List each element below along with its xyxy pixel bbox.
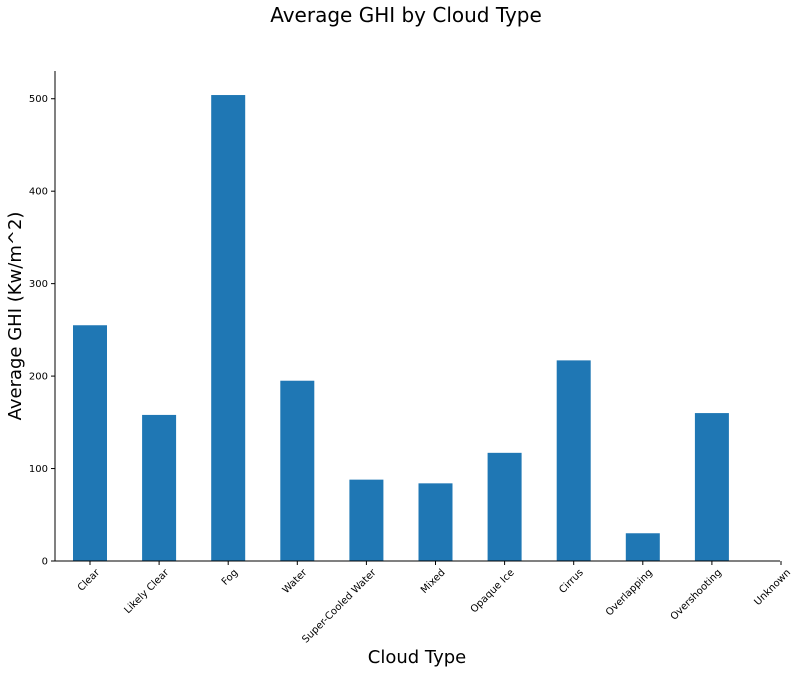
x-tick-label: Water: [281, 567, 310, 596]
bar-clear: [73, 325, 107, 561]
y-tick-label: 300: [29, 279, 48, 290]
x-tick-label: Mixed: [419, 567, 448, 596]
y-tick-label: 400: [29, 187, 48, 198]
y-axis-ticks: 0 100 200 300 400 500: [29, 94, 55, 568]
y-tick-label: 200: [29, 372, 48, 383]
bar-fog: [211, 95, 246, 561]
x-tick-label: Cirrus: [557, 567, 586, 596]
x-tick-label: Likely Clear: [122, 567, 171, 616]
x-tick-label: Overshooting: [669, 567, 724, 622]
bar-likely-clear: [142, 414, 177, 561]
y-tick-label: 100: [29, 464, 48, 475]
bar-overlapping: [625, 533, 660, 561]
x-tick-label: Clear: [76, 567, 103, 594]
x-tick-label: Overlapping: [604, 567, 655, 618]
x-tick-label: Super-Cooled Water: [300, 567, 379, 646]
x-tick-label: Opaque Ice: [469, 567, 517, 615]
bar-mixed: [418, 483, 453, 561]
x-axis-label: Cloud Type: [368, 647, 466, 668]
bar-super-cooled-water: [349, 479, 384, 561]
chart-title: Average GHI by Cloud Type: [270, 3, 542, 27]
bar-overshooting: [694, 413, 729, 561]
x-tick-label: Unknown: [753, 567, 794, 608]
x-tick-label: Fog: [220, 567, 240, 587]
y-axis-label: Average GHI (Kw/m^2): [5, 212, 26, 421]
bar-water: [280, 380, 315, 561]
bar-cirrus: [556, 360, 591, 561]
bars-group: [73, 95, 729, 561]
y-tick-label: 0: [42, 557, 48, 568]
y-tick-label: 500: [29, 94, 48, 105]
bar-opaque-ice: [487, 452, 522, 561]
